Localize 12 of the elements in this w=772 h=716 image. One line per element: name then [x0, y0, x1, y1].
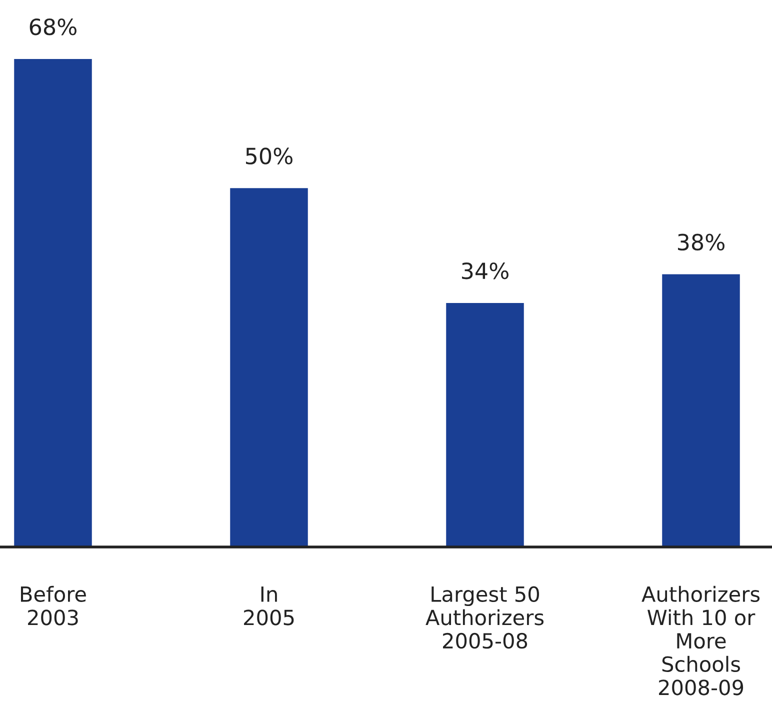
x-tick-label: In 2005	[244, 586, 294, 626]
bar	[14, 59, 92, 547]
data-label: 38%	[678, 234, 724, 251]
x-tick-label: Before 2003	[20, 586, 86, 626]
data-label: 68%	[30, 18, 76, 36]
bar	[230, 188, 308, 547]
x-tick-label: Authorizers With 10 or More Schools 2008-09	[642, 586, 760, 696]
bar	[446, 303, 524, 547]
x-tick-label: Largest 50 Authorizers 2005-08	[426, 586, 544, 649]
bar	[662, 274, 740, 547]
data-label: 50%	[246, 148, 292, 164]
data-label: 34%	[462, 262, 508, 280]
